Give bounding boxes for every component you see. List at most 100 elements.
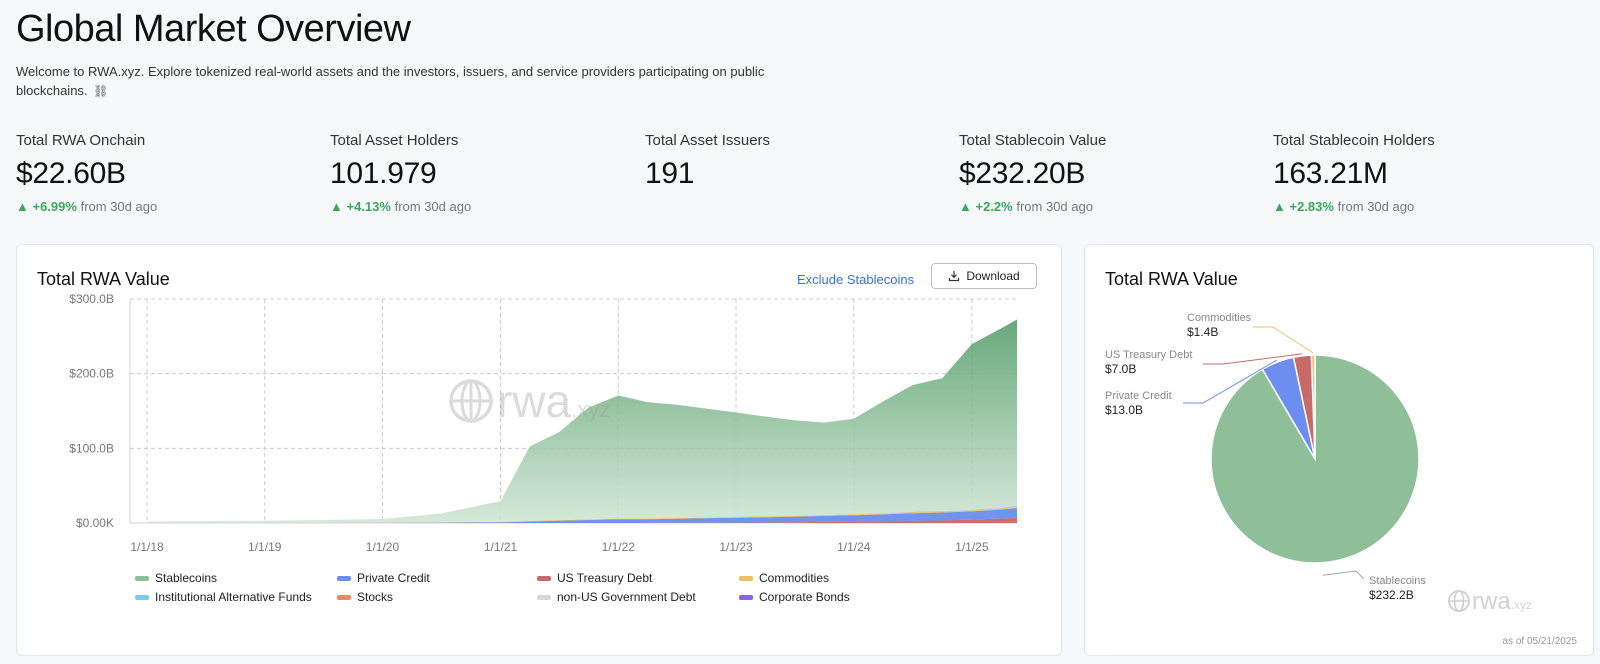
stat-change-suffix: from 30d ago [1016,199,1093,214]
legend-swatch [739,575,753,581]
legend-swatch [337,594,351,600]
pie-slice-label: US Treasury Debt [1105,349,1192,361]
y-tick-label: $200.0B [69,367,114,381]
download-icon [949,271,960,282]
stat-label: Total Stablecoin Holders [1273,132,1435,149]
legend-label: Private Credit [357,571,430,585]
stat-value: 101.979 [330,157,437,190]
stat-change: ▲ +2.83% from 30d ago [1273,199,1573,214]
y-tick-label: $300.0B [69,292,114,306]
x-tick-label: 1/1/24 [837,540,871,554]
x-tick-label: 1/1/20 [366,540,400,554]
pie-leader-line [1322,570,1365,580]
pie-slice-commodities [1310,354,1316,460]
stat-label: Total Asset Holders [330,132,459,149]
legend-item-commodities[interactable]: Commodities [739,571,829,585]
stat-change: ▲ +2.2% from 30d ago [959,199,1259,214]
series-area-private-credit [147,508,1017,523]
x-tick-label: 1/1/19 [248,540,282,554]
legend-swatch [337,575,351,581]
rwa-breakdown-pie-card: Total RWA Value Stablecoins $232.2B Privat… [1084,244,1594,656]
legend-swatch [537,575,551,581]
area-chart: rwa.xyz $0.00K $100.0B $200.0B $300.0B 1/1/1… [69,292,1017,554]
download-label: Download [966,269,1020,283]
legend-item-corporate-bonds[interactable]: Corporate Bonds [739,590,850,604]
stat-change: ▲ +6.99% from 30d ago [16,199,316,214]
pie-chart: Stablecoins$232.2B Private Credit$13.0B US… [1105,312,1532,615]
stat-change-suffix: from 30d ago [394,199,472,214]
svg-text:rwa.xyz: rwa.xyz [1472,588,1532,615]
legend-item-us-treasury-debt[interactable]: US Treasury Debt [537,571,652,585]
series-area-stablecoins [147,319,1017,523]
legend-label: non-US Government Debt [557,590,696,604]
pie-leader-line [1253,326,1314,354]
stat-value: 163.21M [1273,157,1388,190]
pie-slice-label: Private Credit [1105,390,1172,402]
legend-swatch [537,594,551,600]
as-of-date: as of 05/21/2025 [1502,636,1577,647]
legend-swatch [739,594,753,600]
page-title: Global Market Overview [16,8,411,50]
stat-label: Total Asset Issuers [645,132,771,149]
legend-label: Institutional Alternative Funds [155,590,312,604]
stat-change-pct: +4.13% [346,199,391,214]
stat-change-suffix: from 30d ago [1337,199,1415,214]
legend-label: Corporate Bonds [759,590,850,604]
stat-label: Total RWA Onchain [16,132,146,149]
series-area-commodities [147,507,1017,523]
stat-total-asset-issuers: Total Asset Issuers 191 [645,132,945,191]
x-tick-label: 1/1/23 [719,540,753,554]
pie-slice-value: $232.2B [1369,588,1414,602]
stat-value: $22.60B [16,157,126,190]
globe-icon [1448,590,1470,612]
up-arrow-icon: ▲ [330,199,343,214]
stat-total-stablecoin-holders: Total Stablecoin Holders 163.21M ▲ +2.83… [1273,132,1573,214]
y-tick-label: $0.00K [76,516,114,530]
pie-leader-line [1203,353,1303,365]
up-arrow-icon: ▲ [959,199,972,214]
legend-swatch [135,594,149,600]
link-icon[interactable]: ⛓ [93,84,109,98]
stat-change-suffix: from 30d ago [80,199,158,214]
rwa-watermark: rwa.xyz [449,375,610,427]
stat-total-stablecoin-value: Total Stablecoin Value $232.20B ▲ +2.2% … [959,132,1259,214]
x-tick-label: 1/1/18 [130,540,164,554]
rwa-value-chart-card: Total RWA Value Exclude Stablecoins Down… [16,244,1062,656]
stat-total-asset-holders: Total Asset Holders 101.979 ▲ +4.13% fro… [330,132,630,214]
pie-slice-value: $13.0B [1105,403,1143,417]
x-tick-label: 1/1/22 [602,540,636,554]
series-area-us-treasury-debt [147,517,1017,523]
legend-label: Commodities [759,571,830,585]
up-arrow-icon: ▲ [1273,199,1286,214]
stat-total-rwa-onchain: Total RWA Onchain $22.60B ▲ +6.99% from … [16,132,316,214]
pie-slice-value: $7.0B [1105,362,1136,376]
stat-change: ▲ +4.13% from 30d ago [330,199,630,214]
legend-label: Stablecoins [155,571,218,585]
legend-item-stablecoins[interactable]: Stablecoins [135,571,217,585]
subtitle-text: Welcome to RWA.xyz. Explore tokenized re… [16,64,765,98]
svg-text:rwa.xyz: rwa.xyz [497,375,610,427]
x-tick-label: 1/1/21 [484,540,518,554]
stat-value: $232.20B [959,157,1086,190]
pie-slice-label: Commodities [1187,312,1252,324]
legend-label: Stocks [357,590,394,604]
stat-change-pct: +2.2% [975,199,1013,214]
legend-item-institutional-alternative-funds[interactable]: Institutional Alternative Funds [135,590,312,604]
globe-icon [449,379,493,423]
pie-slice-value: $1.4B [1187,325,1218,339]
pie-chart-title: Total RWA Value [1105,269,1238,289]
stat-label: Total Stablecoin Value [959,132,1107,149]
stat-value: 191 [645,157,695,190]
exclude-stablecoins-link[interactable]: Exclude Stablecoins [797,272,915,287]
legend-item-stocks[interactable]: Stocks [337,590,393,604]
pie-leader-line [1183,359,1278,404]
legend-item-private-credit[interactable]: Private Credit [337,571,430,585]
download-button[interactable]: Download [931,263,1037,289]
chart-title: Total RWA Value [37,269,170,289]
legend-swatch [135,575,149,581]
legend-item-non-us-government-debt[interactable]: non-US Government Debt [537,590,696,604]
stats-row: Total RWA Onchain $22.60B ▲ +6.99% from … [0,132,1600,222]
stat-change-pct: +2.83% [1289,199,1334,214]
pie-slice-label: Stablecoins [1369,575,1426,587]
legend-label: US Treasury Debt [557,571,653,585]
